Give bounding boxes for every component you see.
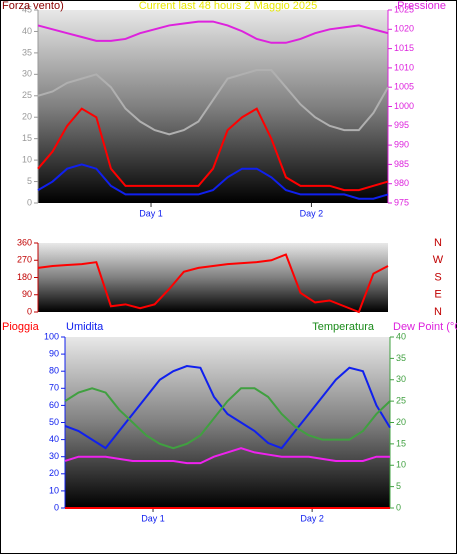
x-tick-label: Day 2 (300, 513, 324, 523)
y-tick-label: 270 (17, 255, 32, 265)
y-tick-label: 70 (49, 383, 59, 393)
y2-tick-label: 1020 (394, 24, 414, 34)
y2-tick-label: 975 (394, 197, 409, 207)
y2-tick-label: 1005 (394, 82, 414, 92)
y-tick-label: 0 (54, 502, 59, 512)
y-tick-label: 45 (22, 4, 32, 14)
y2-tick-label: 15 (396, 438, 406, 448)
y2-tick-label: 995 (394, 120, 409, 130)
series-line (37, 69, 389, 136)
y-tick-label: 90 (49, 348, 59, 358)
y-label: Umidita (66, 321, 104, 333)
y2-tick-label: 10 (396, 460, 406, 470)
x-tick-label: Day 2 (300, 208, 324, 218)
x-tick-label: Day 1 (141, 513, 165, 523)
y-tick-label: 35 (22, 47, 32, 57)
y2-tick-label: 40 (396, 331, 406, 341)
series-line (37, 20, 389, 44)
y-tick-label: 5 (27, 176, 32, 186)
y2-tick-label: 990 (394, 139, 409, 149)
y-tick-label: 360 (17, 237, 32, 247)
compass-label: W (433, 254, 444, 266)
y-tick-label: 90 (22, 289, 32, 299)
series-line (64, 447, 390, 465)
y2-tick-label: 20 (396, 417, 406, 427)
y2-tick-label: 5 (396, 481, 401, 491)
y-tick-label: 15 (22, 133, 32, 143)
y2-tick-label: 985 (394, 159, 409, 169)
y-tick-label: 30 (49, 451, 59, 461)
y2-label: Pressione (397, 0, 446, 12)
x-tick-label: Day 1 (139, 208, 163, 218)
y2-label-2: Dew Point (°C (393, 321, 457, 333)
y2-tick-label: 1010 (394, 62, 414, 72)
y-tick-label: 40 (22, 26, 32, 36)
series-line (37, 107, 389, 192)
y2-tick-label: 1000 (394, 101, 414, 111)
y-tick-label: 0 (27, 306, 32, 316)
y2-tick-label: 980 (394, 178, 409, 188)
y-label: Forza vento) (2, 0, 64, 12)
y-tick-label: 30 (22, 69, 32, 79)
compass-label: E (434, 289, 441, 301)
y2-tick-label: 25 (396, 396, 406, 406)
y-tick-label: 100 (44, 331, 59, 341)
y2-tick-label: 30 (396, 374, 406, 384)
y2-tick-label: 1025 (394, 4, 414, 14)
plot-area (38, 243, 388, 312)
compass-label: S (434, 271, 441, 283)
y2-tick-label: 0 (396, 502, 401, 512)
plot-area (65, 337, 390, 508)
y-tick-label: 20 (49, 468, 59, 478)
y2-tick-label: 35 (396, 353, 406, 363)
y-label-2: Pioggia (2, 321, 40, 333)
y-tick-label: 50 (49, 417, 59, 427)
y2-tick-label: 1015 (394, 43, 414, 53)
y2-label: Temperatura (312, 321, 375, 333)
y-tick-label: 25 (22, 90, 32, 100)
y-tick-label: 180 (17, 272, 32, 282)
y-tick-label: 80 (49, 366, 59, 376)
series-line (64, 387, 391, 450)
y-tick-label: 10 (49, 485, 59, 495)
y-tick-label: 60 (49, 400, 59, 410)
series-line (64, 365, 391, 450)
y-tick-label: 10 (22, 154, 32, 164)
plot-area (38, 10, 388, 203)
series-line (37, 253, 389, 314)
y-tick-label: 0 (27, 197, 32, 207)
y-tick-label: 20 (22, 112, 32, 122)
compass-label: N (434, 306, 442, 318)
chart-title: Current last 48 hours 2 Maggio 2025 (139, 0, 318, 12)
series-line (37, 163, 389, 200)
y-tick-label: 40 (49, 434, 59, 444)
compass-label: N (434, 237, 442, 249)
